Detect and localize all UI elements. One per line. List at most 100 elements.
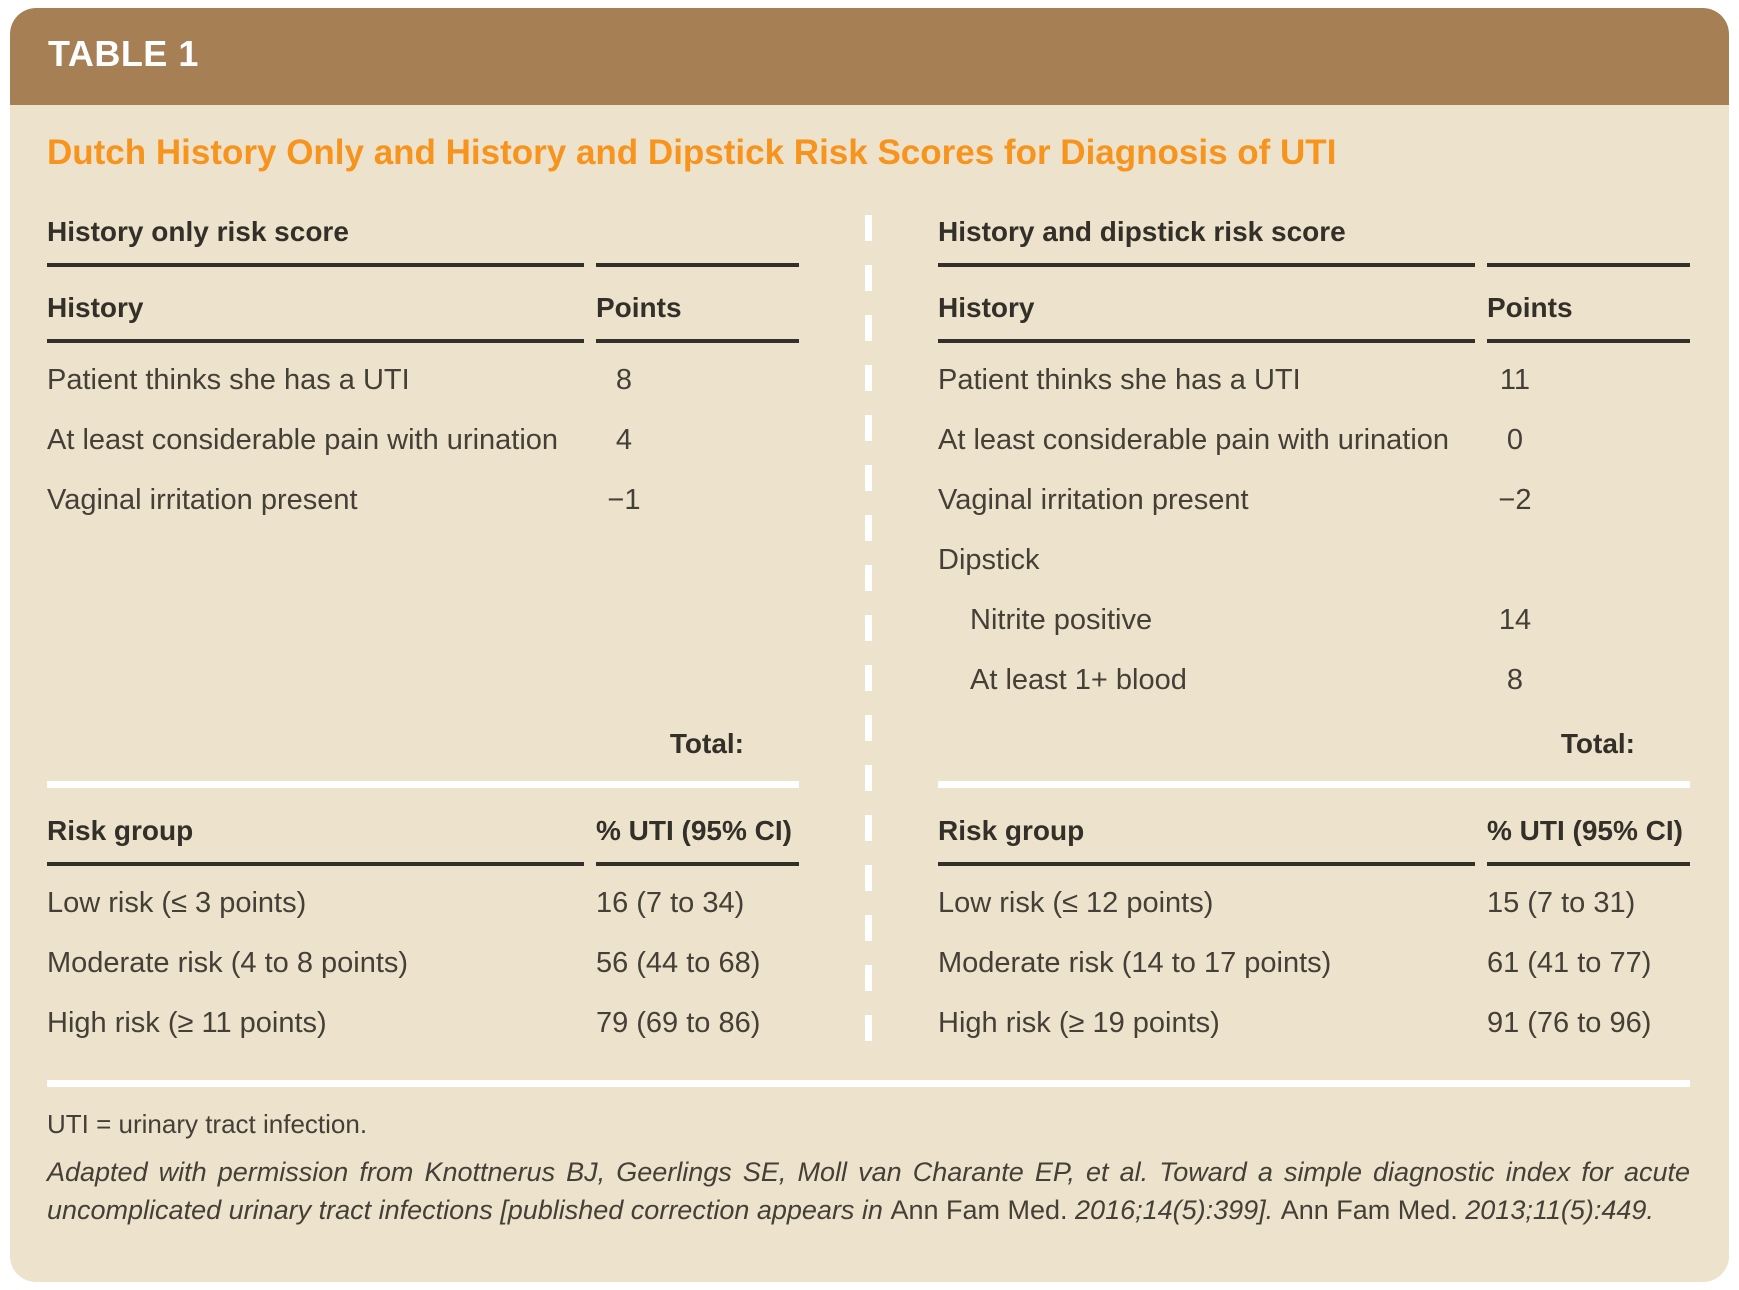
total-label: Total:: [1560, 728, 1635, 759]
risk-uti-value: 61 (41 to 77): [1486, 947, 1652, 979]
table-title: Dutch History Only and History and Dipst…: [47, 133, 1337, 172]
score-row-points: 0: [1506, 424, 1524, 456]
citation-note: Adapted with permission from Knottnerus …: [47, 1153, 1690, 1229]
score-row: Nitrite positive 14: [938, 591, 1690, 651]
risk-group-label: High risk (≥ 11 points): [47, 1007, 327, 1039]
score-row-points: −1: [607, 484, 641, 516]
panels-row: History only risk score History Points P…: [47, 215, 1690, 1062]
score-row-label: At least considerable pain with urinatio…: [47, 424, 559, 456]
risk-uti-value: 56 (44 to 68): [595, 947, 761, 979]
history-column-header: History: [47, 291, 584, 343]
score-rows: Patient thinks she has a UTI 8 At least co…: [47, 351, 799, 531]
risk-uti-value: 91 (76 to 96): [1486, 1007, 1652, 1039]
citation-text: 2013;11(5):449.: [1465, 1195, 1654, 1225]
abbreviation-note: UTI = urinary tract infection.: [47, 1109, 368, 1139]
section-top-rule: [47, 263, 799, 267]
risk-column-headers: Risk group % UTI (95% CI): [47, 788, 799, 866]
score-row: At least considerable pain with urinatio…: [47, 411, 799, 471]
score-row-points-cell: 8: [596, 361, 799, 399]
uti-ci-column-header: % UTI (95% CI): [1486, 814, 1690, 866]
rule-segment: [47, 263, 584, 267]
citation-text: 2016;14(5):399].: [1075, 1195, 1281, 1225]
score-row-label: At least considerable pain with urinatio…: [938, 424, 1450, 456]
score-row: Vaginal irritation present −1: [47, 471, 799, 531]
citation-journal-name: Ann Fam Med.: [890, 1195, 1076, 1225]
score-row-label: Patient thinks she has a UTI: [47, 364, 410, 396]
score-row-points: 14: [1498, 604, 1532, 636]
score-row-label: Vaginal irritation present: [938, 484, 1249, 516]
score-column-headers: History Points: [47, 267, 799, 343]
risk-row: High risk (≥ 11 points) 79 (69 to 86): [47, 994, 799, 1054]
uti-ci-column-header: % UTI (95% CI): [595, 814, 799, 866]
risk-uti-value: 79 (69 to 86): [595, 1007, 761, 1039]
risk-group-column-header: Risk group: [47, 814, 584, 866]
table-body: Dutch History Only and History and Dipst…: [10, 105, 1729, 1229]
risk-uti-value: 16 (7 to 34): [595, 887, 745, 919]
section-separator-rule: [47, 781, 799, 788]
panel-title: History only risk score: [47, 216, 349, 247]
score-row-label: Vaginal irritation present: [47, 484, 358, 516]
score-row-points-cell: 0: [1487, 421, 1690, 459]
panel-title: History and dipstick risk score: [938, 216, 1346, 247]
score-row-points: 11: [1499, 364, 1530, 396]
score-subheading-row: Dipstick: [938, 531, 1690, 591]
table-card: TABLE 1 Dutch History Only and History a…: [10, 8, 1729, 1282]
risk-row: Moderate risk (4 to 8 points) 56 (44 to 6…: [47, 934, 799, 994]
score-row: Patient thinks she has a UTI 11: [938, 351, 1690, 411]
spacer: [47, 531, 799, 711]
section-top-rule: [938, 263, 1690, 267]
citation-text: Adapted with permission from Knottnerus …: [47, 1157, 1690, 1225]
score-column-headers: History Points: [938, 267, 1690, 343]
risk-rows: Low risk (≤ 12 points) 15 (7 to 31) Modera…: [938, 874, 1690, 1062]
risk-group-label: Low risk (≤ 12 points): [938, 887, 1214, 919]
risk-rows: Low risk (≤ 3 points) 16 (7 to 34) Moderat…: [47, 874, 799, 1062]
score-row-points: 8: [1506, 664, 1524, 696]
score-row-label: Dipstick: [938, 544, 1040, 576]
risk-group-label: Low risk (≤ 3 points): [47, 887, 307, 919]
total-row: Total:: [938, 711, 1690, 781]
score-row-label: Nitrite positive: [970, 604, 1153, 636]
risk-row: High risk (≥ 19 points) 91 (76 to 96): [938, 994, 1690, 1054]
table-tag: TABLE 1: [48, 32, 199, 74]
score-row: At least 1+ blood 8: [938, 651, 1690, 711]
history-column-header: History: [938, 291, 1475, 343]
points-column-header: Points: [1486, 291, 1690, 343]
score-rows: Patient thinks she has a UTI 11 At least c…: [938, 351, 1690, 711]
risk-group-label: High risk (≥ 19 points): [938, 1007, 1220, 1039]
score-row-points-cell: [1487, 541, 1690, 579]
risk-group-column-header: Risk group: [938, 814, 1475, 866]
score-row-points-cell: −2: [1487, 481, 1690, 519]
score-row-points-cell: 4: [596, 421, 799, 459]
score-row-points: 8: [615, 364, 633, 396]
score-row-points-cell: −1: [596, 481, 799, 519]
score-row-points: −2: [1498, 484, 1532, 516]
score-row: Patient thinks she has a UTI 8: [47, 351, 799, 411]
score-row-points: 4: [615, 424, 633, 456]
score-row: At least considerable pain with urinatio…: [938, 411, 1690, 471]
risk-group-label: Moderate risk (14 to 17 points): [938, 947, 1332, 979]
score-row-points-cell: 14: [1487, 601, 1690, 639]
citation-journal-name: Ann Fam Med.: [1280, 1195, 1466, 1225]
score-row-label: At least 1+ blood: [970, 664, 1187, 696]
risk-row: Low risk (≤ 3 points) 16 (7 to 34): [47, 874, 799, 934]
rule-segment: [1486, 263, 1690, 267]
section-separator-rule: [938, 781, 1690, 788]
table-header-bar: TABLE 1: [10, 8, 1729, 105]
score-row-points-cell: 11: [1487, 361, 1690, 399]
panel-history-dipstick: History and dipstick risk score History …: [938, 215, 1690, 1062]
score-row-label: Patient thinks she has a UTI: [938, 364, 1301, 396]
rule-segment: [595, 263, 799, 267]
score-row: Vaginal irritation present −2: [938, 471, 1690, 531]
rule-segment: [938, 263, 1475, 267]
total-label: Total:: [669, 728, 744, 759]
points-column-header: Points: [595, 291, 799, 343]
score-row-points-cell: 8: [1487, 661, 1690, 699]
risk-uti-value: 15 (7 to 31): [1486, 887, 1636, 919]
risk-column-headers: Risk group % UTI (95% CI): [938, 788, 1690, 866]
risk-row: Moderate risk (14 to 17 points) 61 (41 to…: [938, 934, 1690, 994]
panel-history-only: History only risk score History Points P…: [47, 215, 799, 1062]
risk-row: Low risk (≤ 12 points) 15 (7 to 31): [938, 874, 1690, 934]
footnote-separator-rule: [47, 1080, 1690, 1087]
panel-divider-dashed: [865, 215, 872, 1062]
